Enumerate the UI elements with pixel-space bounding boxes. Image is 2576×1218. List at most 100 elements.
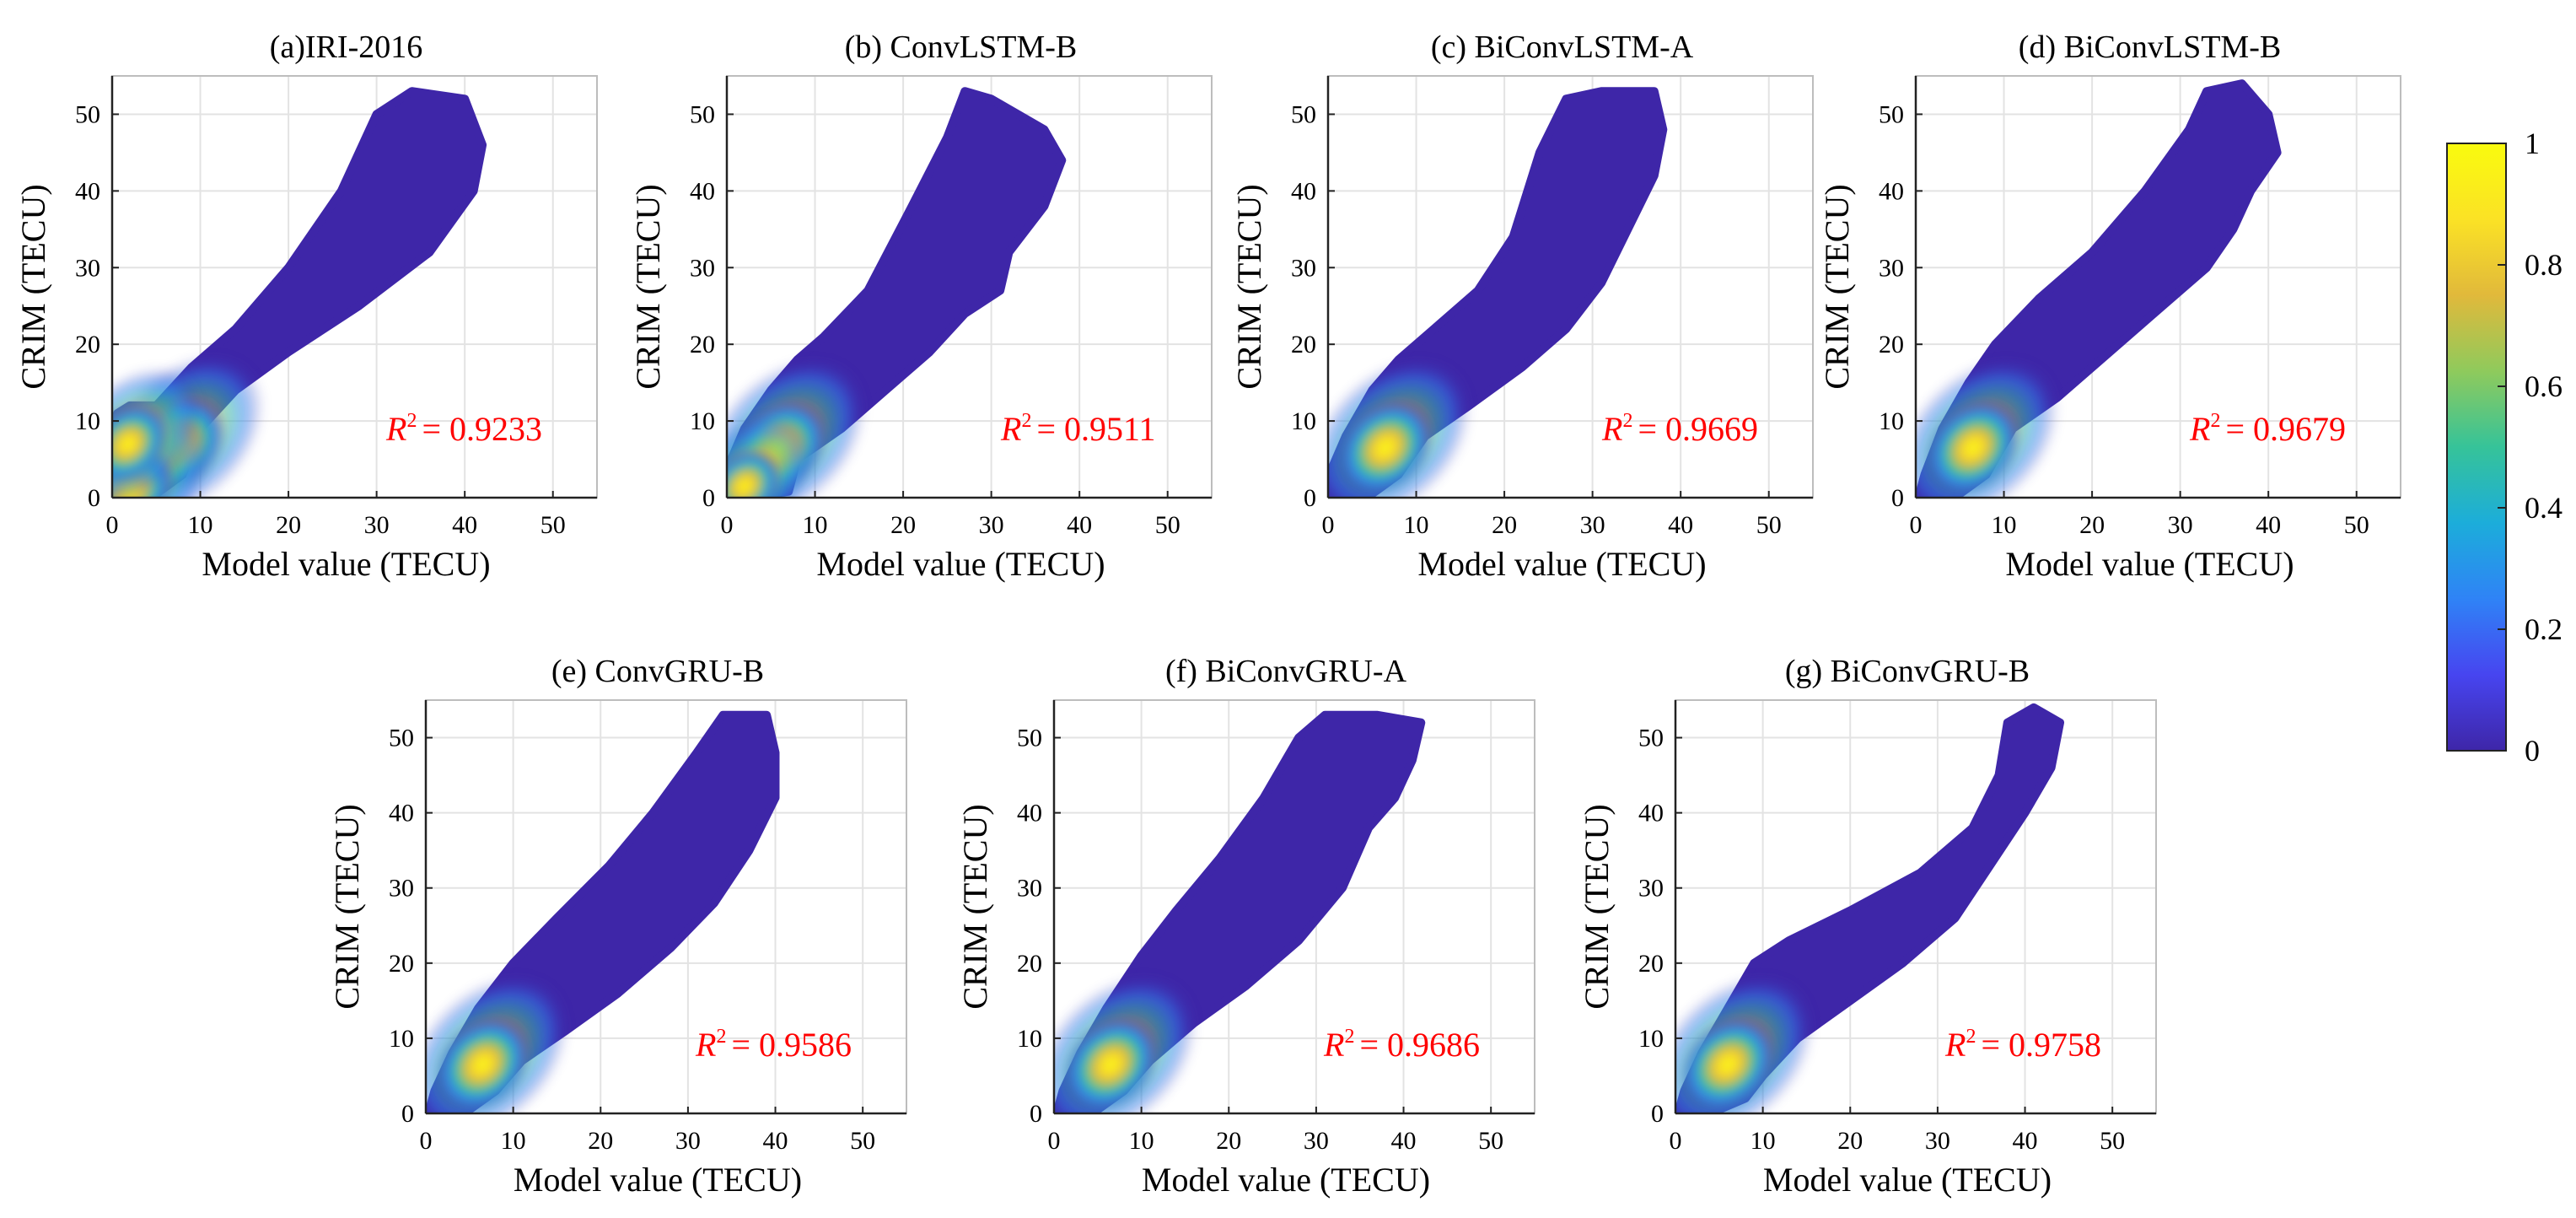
x-tick-label-g-1: 10 (1750, 1127, 1776, 1155)
x-tick-label-d-1: 10 (1992, 511, 2017, 539)
x-tick-label-d-4: 40 (2256, 511, 2281, 539)
x-tick-label-c-1: 10 (1404, 511, 1429, 539)
y-tick-label-e-1: 10 (389, 1025, 414, 1053)
r2-annotation-a: R2 = 0.9233 (385, 410, 542, 448)
x-tick-label-e-3: 30 (675, 1127, 701, 1155)
colorbar-tick-label-2: 0.4 (2525, 491, 2563, 525)
y-tick-label-f-5: 50 (1017, 725, 1042, 752)
y-tick-label-f-1: 10 (1017, 1025, 1042, 1053)
y-tick-label-b-0: 0 (702, 484, 715, 512)
y-tick-label-b-1: 10 (690, 407, 715, 435)
colorbar-tick-label-1: 0.2 (2525, 612, 2563, 646)
x-tick-label-f-4: 40 (1391, 1127, 1417, 1155)
panel-f: 0 10 20 30 40 50 0 10 20 30 40 50 (f) BiConvGRU-A Mod… (956, 654, 1535, 1199)
density-cloud-c (1328, 87, 1668, 498)
y-tick-label-e-3: 30 (389, 875, 414, 903)
panel-title-a: (a)IRI-2016 (270, 30, 422, 65)
y-tick-label-b-3: 30 (690, 254, 715, 282)
panels-group: 0 10 20 30 40 50 0 10 20 30 40 50 (a)IRI-2016 Model v… (14, 30, 2401, 1199)
x-tick-label-e-0: 0 (420, 1127, 433, 1155)
x-tick-label-c-5: 50 (1756, 511, 1782, 539)
x-tick-label-a-5: 50 (540, 511, 566, 539)
colorbar-tick-label-5: 1 (2525, 127, 2540, 160)
colorbar-tick-label-3: 0.6 (2525, 369, 2563, 403)
density-hotspot-d-0 (1925, 400, 2021, 496)
x-tick-label-e-5: 50 (850, 1127, 875, 1155)
y-tick-label-a-3: 30 (75, 254, 100, 282)
y-axis-label-c: CRIM (TECU) (1230, 184, 1268, 389)
y-tick-label-c-2: 20 (1291, 331, 1316, 358)
x-axis-label-b: Model value (TECU) (816, 545, 1105, 583)
panel-title-b: (b) ConvLSTM-B (845, 30, 1078, 65)
y-tick-label-d-3: 30 (1879, 254, 1904, 282)
y-tick-label-a-4: 40 (75, 177, 100, 205)
colorbar-gradient (2446, 143, 2507, 752)
y-tick-label-a-2: 20 (75, 331, 100, 358)
density-hotspot-a-2 (112, 403, 169, 485)
x-tick-label-f-2: 20 (1216, 1127, 1241, 1155)
density-hotspot-f-0 (1062, 1016, 1159, 1113)
density-cloud-b (727, 87, 1067, 498)
x-tick-label-c-4: 40 (1668, 511, 1693, 539)
x-tick-label-b-3: 30 (979, 511, 1004, 539)
y-tick-label-g-0: 0 (1651, 1100, 1664, 1128)
density-hotspot-g-0 (1680, 1016, 1776, 1113)
x-tick-label-f-3: 30 (1304, 1127, 1329, 1155)
x-tick-label-e-2: 20 (588, 1127, 613, 1155)
x-tick-label-d-5: 50 (2344, 511, 2369, 539)
y-tick-label-g-5: 50 (1638, 725, 1664, 752)
panel-g: 0 10 20 30 40 50 0 10 20 30 40 50 (g) BiConvGRU-B Mod… (1578, 654, 2157, 1199)
y-tick-label-c-5: 50 (1291, 100, 1316, 128)
y-tick-label-f-3: 30 (1017, 875, 1042, 903)
x-tick-label-c-3: 30 (1580, 511, 1605, 539)
x-tick-label-c-0: 0 (1322, 511, 1335, 539)
panel-title-f: (f) BiConvGRU-A (1165, 654, 1407, 689)
density-cloud-a (112, 87, 487, 498)
y-tick-label-a-5: 50 (75, 100, 100, 128)
x-tick-label-a-1: 10 (188, 511, 213, 539)
x-tick-label-f-5: 50 (1478, 1127, 1503, 1155)
x-tick-label-a-3: 30 (364, 511, 390, 539)
x-tick-label-b-0: 0 (721, 511, 734, 539)
y-tick-label-b-4: 40 (690, 177, 715, 205)
density-hotspot-c-0 (1337, 400, 1433, 496)
panel-title-c: (c) BiConvLSTM-A (1431, 30, 1694, 65)
x-tick-label-d-3: 30 (2168, 511, 2193, 539)
y-axis-label-e: CRIM (TECU) (328, 804, 366, 1009)
y-axis-label-d: CRIM (TECU) (1818, 184, 1856, 389)
density-hotspot-e-0 (434, 1016, 531, 1113)
x-tick-label-a-0: 0 (106, 511, 119, 539)
y-tick-label-g-1: 10 (1638, 1025, 1664, 1053)
y-tick-label-e-4: 40 (389, 800, 414, 827)
y-tick-label-a-0: 0 (88, 484, 100, 512)
y-tick-label-d-5: 50 (1879, 100, 1904, 128)
density-cloud-d (1916, 79, 2282, 498)
y-tick-label-d-1: 10 (1879, 407, 1904, 435)
r2-annotation-e: R2 = 0.9586 (695, 1026, 852, 1064)
panel-title-g: (g) BiConvGRU-B (1785, 654, 2030, 689)
x-tick-label-e-4: 40 (763, 1127, 788, 1155)
x-tick-label-f-1: 10 (1129, 1127, 1154, 1155)
colorbar-tick-label-4: 0.8 (2525, 248, 2563, 282)
y-tick-label-b-2: 20 (690, 331, 715, 358)
x-tick-label-g-5: 50 (2100, 1127, 2125, 1155)
y-tick-label-c-3: 30 (1291, 254, 1316, 282)
y-tick-label-c-4: 40 (1291, 177, 1316, 205)
density-cloud-e (426, 710, 780, 1113)
y-tick-label-g-2: 20 (1638, 950, 1664, 978)
x-tick-label-b-1: 10 (803, 511, 828, 539)
panel-d: 0 10 20 30 40 50 0 10 20 30 40 50 (d) BiConvLSTM-B Mo… (1818, 30, 2401, 583)
x-axis-label-g: Model value (TECU) (1763, 1161, 2052, 1199)
x-tick-label-c-2: 20 (1492, 511, 1517, 539)
x-tick-label-b-5: 50 (1155, 511, 1180, 539)
x-axis-label-d: Model value (TECU) (2005, 545, 2294, 583)
density-cloud-f (1054, 710, 1426, 1113)
x-tick-label-e-1: 10 (501, 1127, 526, 1155)
y-axis-label-b: CRIM (TECU) (629, 184, 667, 389)
y-tick-label-f-4: 40 (1017, 800, 1042, 827)
x-axis-label-c: Model value (TECU) (1417, 545, 1706, 583)
y-tick-label-f-2: 20 (1017, 950, 1042, 978)
panel-title-e: (e) ConvGRU-B (551, 654, 764, 689)
panel-b: 0 10 20 30 40 50 0 10 20 30 40 50 (b) ConvLSTM-B Mode… (629, 30, 1213, 583)
